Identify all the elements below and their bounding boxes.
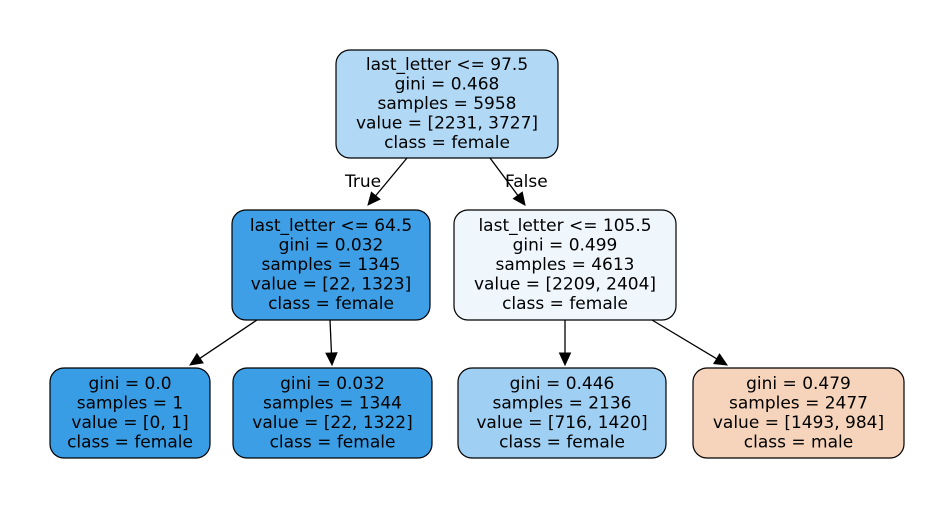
- node-line: last_letter <= 64.5: [250, 216, 412, 236]
- node-line: value = [2231, 3727]: [356, 114, 538, 134]
- node-line: last_letter <= 105.5: [478, 216, 651, 236]
- node-box: [692, 367, 905, 459]
- edge-root-left: True: [344, 157, 408, 206]
- edge-left-leaf2: [325, 319, 338, 367]
- node-line: samples = 5958: [378, 94, 517, 114]
- node-line: value = [1493, 984]: [713, 413, 884, 433]
- node-box: [49, 367, 211, 459]
- node-line: gini = 0.479: [746, 374, 851, 394]
- node-line: samples = 4613: [496, 255, 635, 275]
- arrow-head-icon: [512, 191, 526, 206]
- node-line: gini = 0.499: [513, 236, 618, 256]
- node-box: [457, 367, 667, 459]
- node-line: class = female: [502, 294, 628, 314]
- node-box: [231, 209, 431, 321]
- node-line: last_letter <= 97.5: [366, 55, 528, 75]
- edge-line: [375, 157, 408, 197]
- node-line: samples = 1345: [262, 255, 401, 275]
- node-line: class = male: [744, 432, 853, 452]
- node-line: class = female: [67, 432, 193, 452]
- node-line: samples = 1344: [263, 393, 402, 413]
- edge-label-false: False: [505, 172, 548, 192]
- node-line: class = female: [268, 294, 394, 314]
- node-line: samples = 1: [77, 393, 184, 413]
- node-line: samples = 2477: [729, 393, 868, 413]
- arrow-head-icon: [367, 191, 381, 206]
- node-line: value = [2209, 2404]: [474, 275, 656, 295]
- edge-label-true: True: [344, 172, 381, 192]
- node-line: value = [716, 1420]: [476, 413, 647, 433]
- arrow-head-icon: [713, 353, 729, 366]
- node-line: gini = 0.032: [280, 374, 385, 394]
- edge-line: [651, 319, 718, 360]
- edge-right-leaf3: [558, 320, 572, 367]
- arrow-head-icon: [189, 352, 204, 366]
- edge-left-leaf1: [189, 319, 258, 366]
- node-line: gini = 0.468: [395, 75, 500, 95]
- node-line: class = female: [270, 432, 396, 452]
- node-line: gini = 0.446: [510, 374, 615, 394]
- node-line: value = [22, 1323]: [251, 275, 411, 295]
- edge-line: [489, 157, 519, 196]
- edge-line: [199, 319, 258, 359]
- arrow-head-icon: [325, 352, 338, 367]
- node-line: class = female: [499, 432, 625, 452]
- node-line: value = [22, 1322]: [252, 413, 412, 433]
- edge-line: [329, 319, 333, 354]
- edge-root-right: False: [489, 157, 548, 206]
- node-line: samples = 2136: [493, 393, 632, 413]
- node-box: [232, 367, 433, 459]
- node-line: gini = 0.0: [88, 374, 171, 394]
- node-box: [453, 209, 677, 321]
- edge-right-leaf4: [651, 319, 729, 366]
- node-line: class = female: [384, 133, 510, 153]
- node-line: value = [0, 1]: [71, 413, 188, 433]
- node-box: [335, 49, 559, 159]
- node-line: gini = 0.032: [279, 236, 384, 256]
- arrow-head-icon: [558, 352, 572, 367]
